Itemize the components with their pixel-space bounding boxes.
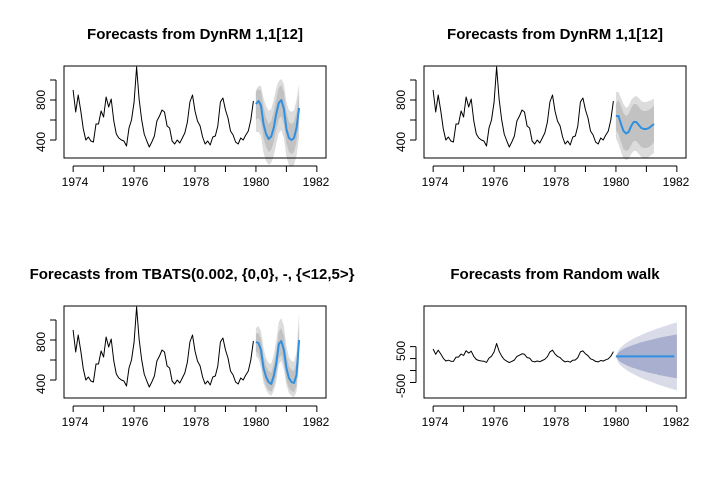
history-line bbox=[432, 66, 614, 148]
y-tick-label: 400 bbox=[34, 132, 48, 152]
y-tick-label: 800 bbox=[34, 90, 48, 110]
y-tick-label: 400 bbox=[394, 132, 408, 152]
x-tick-label: 1976 bbox=[482, 415, 509, 429]
chart-title: Forecasts from DynRM 1,1[12] bbox=[447, 26, 663, 43]
y-tick-label: -500 bbox=[394, 374, 408, 398]
plot-marks bbox=[72, 306, 301, 397]
x-tick-label: 1976 bbox=[122, 175, 149, 189]
x-tick-label: 1974 bbox=[422, 415, 449, 429]
history-line bbox=[72, 66, 254, 148]
y-tick-label: 400 bbox=[34, 374, 48, 394]
chart-panel-random-walk: Forecasts from Random walk 1974 1976 197… bbox=[394, 266, 690, 429]
chart-title: Forecasts from TBATS(0.002, {0,0}, -, {<… bbox=[30, 266, 355, 283]
x-tick-label: 1982 bbox=[663, 175, 690, 189]
plot-marks bbox=[72, 66, 301, 167]
forecast-line bbox=[255, 99, 301, 141]
chart-title: Forecasts from DynRM 1,1[12] bbox=[87, 26, 303, 43]
plot-frame bbox=[63, 65, 327, 159]
history-line bbox=[72, 306, 254, 388]
plot-marks bbox=[432, 322, 677, 391]
x-tick-label: 1978 bbox=[543, 175, 570, 189]
x-tick-label: 1974 bbox=[62, 415, 89, 429]
chart-title: Forecasts from Random walk bbox=[450, 266, 660, 283]
x-tick-label: 1982 bbox=[303, 175, 330, 189]
forecast-line bbox=[255, 339, 301, 385]
y-tick-label: 800 bbox=[34, 332, 48, 352]
x-tick-label: 1980 bbox=[603, 415, 630, 429]
x-tick-label: 1978 bbox=[183, 415, 210, 429]
prediction-interval-80 bbox=[615, 100, 654, 151]
x-tick-label: 1976 bbox=[482, 175, 509, 189]
x-tick-label: 1982 bbox=[663, 415, 690, 429]
chart-panel-dynrm-2: Forecasts from DynRM 1,1[12] 1974 1976 1… bbox=[394, 26, 690, 189]
plot-frame bbox=[423, 305, 687, 399]
plot-frame bbox=[63, 305, 327, 399]
y-tick-label: 800 bbox=[394, 90, 408, 110]
x-tick-label: 1974 bbox=[62, 175, 89, 189]
chart-panel-dynrm-1: Forecasts from DynRM 1,1[12] 1974 1976 1… bbox=[34, 26, 330, 189]
plot-marks bbox=[432, 66, 655, 160]
x-tick-label: 1974 bbox=[422, 175, 449, 189]
x-tick-label: 1978 bbox=[543, 415, 570, 429]
y-tick-label: 500 bbox=[394, 341, 408, 361]
chart-panel-tbats: Forecasts from TBATS(0.002, {0,0}, -, {<… bbox=[30, 266, 355, 429]
x-tick-label: 1980 bbox=[603, 175, 630, 189]
forecast-line bbox=[615, 115, 655, 135]
x-tick-label: 1980 bbox=[243, 175, 270, 189]
x-tick-label: 1976 bbox=[122, 415, 149, 429]
history-line bbox=[432, 343, 614, 364]
x-tick-label: 1978 bbox=[183, 175, 210, 189]
plot-frame bbox=[423, 65, 687, 159]
x-tick-label: 1980 bbox=[243, 415, 270, 429]
x-tick-label: 1982 bbox=[303, 415, 330, 429]
